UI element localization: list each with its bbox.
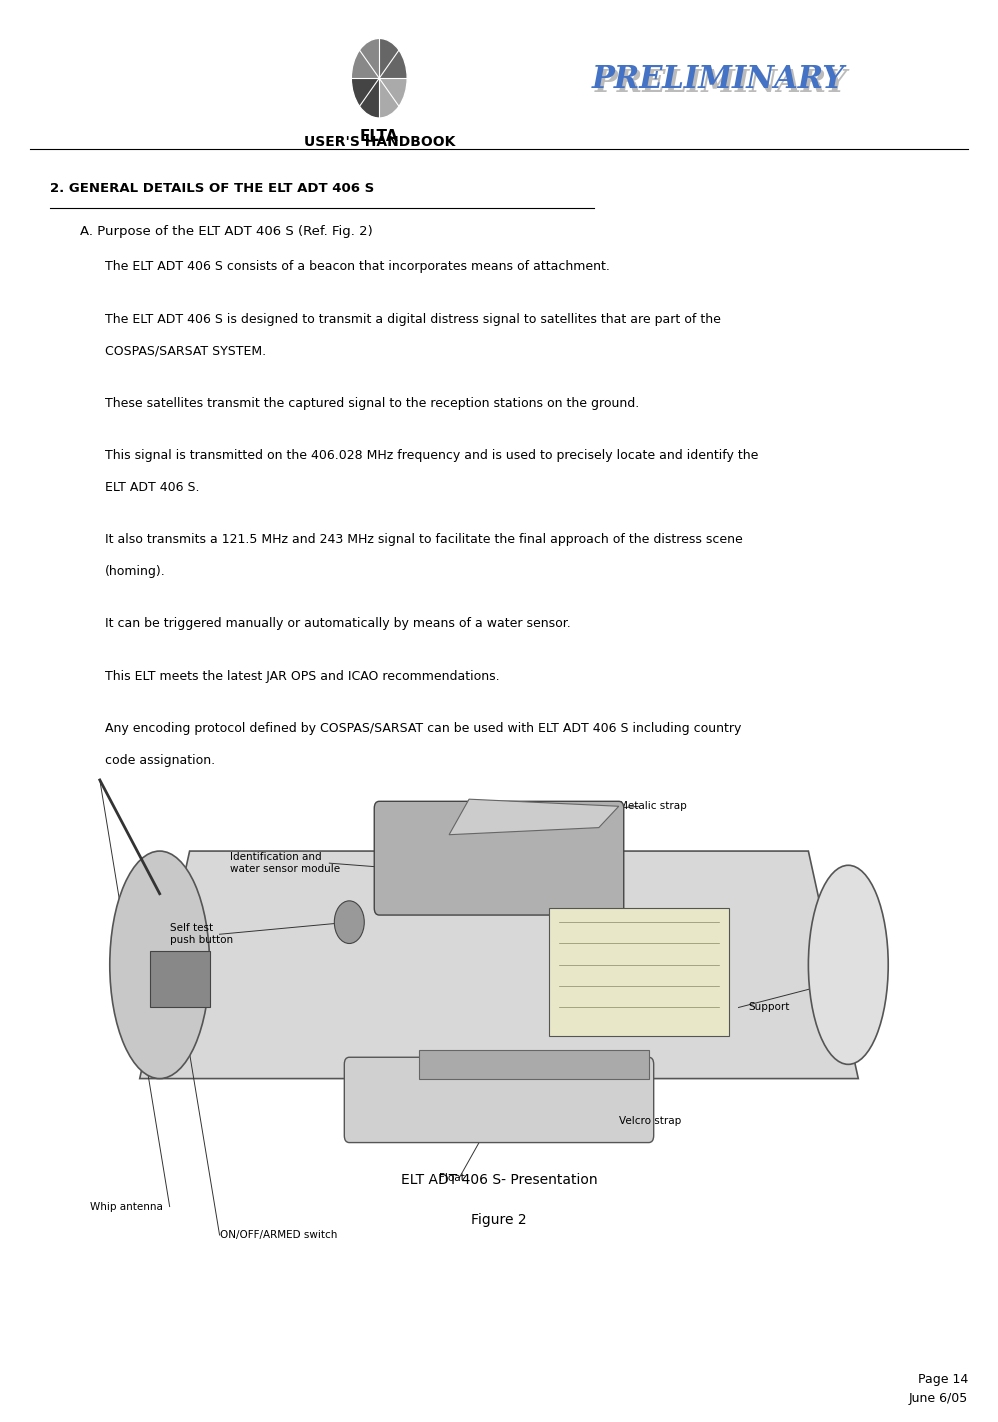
Text: Self test
push button: Self test push button	[170, 923, 233, 946]
Ellipse shape	[808, 866, 888, 1065]
Text: June 6/05: June 6/05	[909, 1392, 968, 1405]
Text: A. Purpose of the ELT ADT 406 S (Ref. Fig. 2): A. Purpose of the ELT ADT 406 S (Ref. Fi…	[80, 225, 372, 237]
Text: USER'S HANDBOOK: USER'S HANDBOOK	[303, 135, 455, 149]
Polygon shape	[419, 1051, 649, 1079]
Text: Whip antenna: Whip antenna	[90, 1202, 163, 1212]
Text: ELTA: ELTA	[360, 129, 398, 145]
Wedge shape	[379, 38, 407, 78]
Text: These satellites transmit the captured signal to the reception stations on the g: These satellites transmit the captured s…	[105, 397, 639, 410]
Circle shape	[334, 902, 364, 944]
Bar	[549, 909, 729, 1037]
Text: It can be triggered manually or automatically by means of a water sensor.: It can be triggered manually or automati…	[105, 617, 571, 630]
Polygon shape	[449, 799, 619, 835]
Text: The ELT ADT 406 S consists of a beacon that incorporates means of attachment.: The ELT ADT 406 S consists of a beacon t…	[105, 260, 610, 273]
Bar	[150, 951, 210, 1008]
Text: Float: Float	[439, 1173, 465, 1183]
Text: ON/OFF/ARMED switch: ON/OFF/ARMED switch	[220, 1230, 337, 1240]
Text: Any encoding protocol defined by COSPAS/SARSAT can be used with ELT ADT 406 S in: Any encoding protocol defined by COSPAS/…	[105, 722, 742, 735]
Wedge shape	[351, 78, 379, 118]
Text: The ELT ADT 406 S is designed to transmit a digital distress signal to satellite: The ELT ADT 406 S is designed to transmi…	[105, 313, 721, 326]
Text: COSPAS/SARSAT SYSTEM.: COSPAS/SARSAT SYSTEM.	[105, 344, 265, 357]
FancyBboxPatch shape	[374, 802, 624, 916]
Text: ELT ADT 406 S- Presentation: ELT ADT 406 S- Presentation	[400, 1173, 598, 1187]
Text: This ELT meets the latest JAR OPS and ICAO recommendations.: This ELT meets the latest JAR OPS and IC…	[105, 670, 499, 683]
Text: Figure 2: Figure 2	[471, 1213, 527, 1227]
FancyBboxPatch shape	[344, 1058, 654, 1143]
Text: (homing).: (homing).	[105, 565, 166, 577]
Polygon shape	[140, 852, 858, 1079]
Text: ELT ADT 406 S.: ELT ADT 406 S.	[105, 481, 200, 493]
Text: This signal is transmitted on the 406.028 MHz frequency and is used to precisely: This signal is transmitted on the 406.02…	[105, 449, 758, 462]
Text: PRELIMINARY: PRELIMINARY	[592, 64, 845, 95]
Text: PRELIMINARY: PRELIMINARY	[595, 68, 848, 100]
Text: Identification and
water sensor module: Identification and water sensor module	[230, 852, 339, 875]
Wedge shape	[379, 78, 407, 118]
Text: Velcro strap: Velcro strap	[619, 1116, 681, 1126]
Text: Metalic strap: Metalic strap	[619, 801, 687, 812]
Text: code assignation.: code assignation.	[105, 754, 215, 766]
Text: Support: Support	[748, 1003, 789, 1012]
Text: It also transmits a 121.5 MHz and 243 MHz signal to facilitate the final approac: It also transmits a 121.5 MHz and 243 MH…	[105, 533, 743, 546]
Wedge shape	[351, 38, 379, 78]
Ellipse shape	[110, 852, 210, 1079]
Text: 2. GENERAL DETAILS OF THE ELT ADT 406 S: 2. GENERAL DETAILS OF THE ELT ADT 406 S	[50, 182, 374, 195]
Text: Page 14: Page 14	[918, 1374, 968, 1386]
